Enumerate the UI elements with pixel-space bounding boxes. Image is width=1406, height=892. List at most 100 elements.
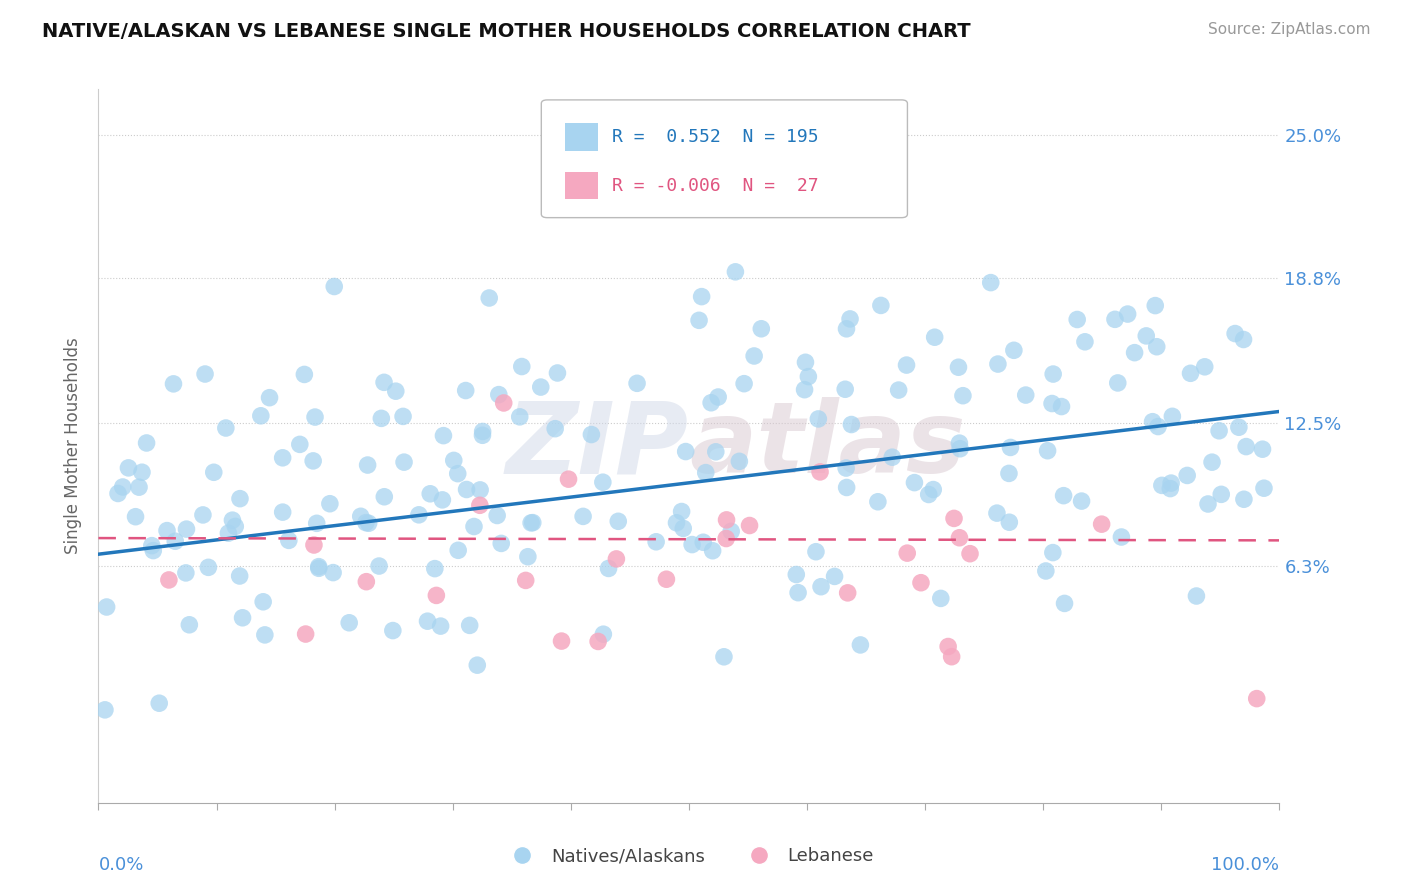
Point <box>356 458 378 472</box>
Point <box>308 559 330 574</box>
Point <box>1253 481 1275 495</box>
Point <box>1015 388 1038 402</box>
Point <box>702 543 724 558</box>
Point <box>148 696 170 710</box>
Text: R = -0.006  N =  27: R = -0.006 N = 27 <box>612 177 818 194</box>
Point <box>509 409 531 424</box>
Point <box>675 444 697 458</box>
Point <box>738 518 761 533</box>
Point <box>1142 415 1164 429</box>
Point <box>165 534 187 549</box>
Point <box>810 580 832 594</box>
Point <box>516 549 538 564</box>
Point <box>1042 367 1064 381</box>
FancyBboxPatch shape <box>565 172 598 199</box>
Point <box>1070 494 1092 508</box>
Point <box>887 383 910 397</box>
Point <box>1111 530 1133 544</box>
Point <box>454 384 477 398</box>
Point <box>304 410 326 425</box>
Point <box>1144 299 1167 313</box>
Point <box>1161 409 1184 424</box>
Point <box>936 640 959 654</box>
Point <box>350 509 373 524</box>
Point <box>354 516 377 530</box>
Point <box>271 505 294 519</box>
Point <box>156 524 179 538</box>
Point <box>1042 545 1064 559</box>
Point <box>581 427 603 442</box>
Point <box>704 444 727 458</box>
Point <box>713 649 735 664</box>
Point <box>866 495 889 509</box>
Text: Source: ZipAtlas.com: Source: ZipAtlas.com <box>1208 22 1371 37</box>
Point <box>692 535 714 549</box>
Point <box>998 515 1021 529</box>
Point <box>191 508 214 522</box>
Point <box>277 533 299 548</box>
Point <box>221 513 243 527</box>
Point <box>107 486 129 500</box>
Point <box>835 461 858 475</box>
Point <box>793 383 815 397</box>
Point <box>849 638 872 652</box>
Point <box>308 561 330 575</box>
Point <box>665 516 688 530</box>
Point <box>1194 359 1216 374</box>
Point <box>228 569 250 583</box>
Point <box>688 313 710 327</box>
Point <box>1107 376 1129 390</box>
Point <box>373 376 395 390</box>
Point <box>456 483 478 497</box>
Point <box>215 421 238 435</box>
Point <box>787 585 810 599</box>
Point <box>492 396 515 410</box>
Point <box>720 524 742 539</box>
Point <box>471 428 494 442</box>
Point <box>370 411 392 425</box>
Point <box>357 516 380 531</box>
Point <box>598 561 620 575</box>
Point <box>197 560 219 574</box>
Point <box>948 531 970 545</box>
Point <box>373 490 395 504</box>
Point <box>834 382 856 396</box>
Point <box>794 355 817 369</box>
Point <box>1147 419 1170 434</box>
Point <box>1175 468 1198 483</box>
Point <box>1208 424 1230 438</box>
Point <box>384 384 406 399</box>
Point <box>232 611 254 625</box>
Point <box>94 703 117 717</box>
Point <box>1146 340 1168 354</box>
Point <box>1135 329 1157 343</box>
Point <box>592 627 614 641</box>
Point <box>807 412 830 426</box>
Point <box>1116 307 1139 321</box>
Point <box>432 428 454 442</box>
Point <box>131 465 153 479</box>
Point <box>443 453 465 467</box>
Point <box>302 454 325 468</box>
Point <box>423 561 446 575</box>
Point <box>111 480 134 494</box>
Point <box>949 442 972 456</box>
Point <box>841 417 863 432</box>
Point <box>425 589 447 603</box>
Point <box>941 649 963 664</box>
Point <box>572 509 595 524</box>
Point <box>681 538 703 552</box>
Point <box>468 498 491 512</box>
Point <box>271 450 294 465</box>
Point <box>319 497 342 511</box>
Point <box>943 511 966 525</box>
Point <box>252 595 274 609</box>
Point <box>432 492 454 507</box>
Point <box>837 586 859 600</box>
Point <box>716 513 738 527</box>
Point <box>323 279 346 293</box>
Point <box>471 425 494 439</box>
Point <box>305 516 328 531</box>
FancyBboxPatch shape <box>541 100 907 218</box>
Point <box>835 322 858 336</box>
